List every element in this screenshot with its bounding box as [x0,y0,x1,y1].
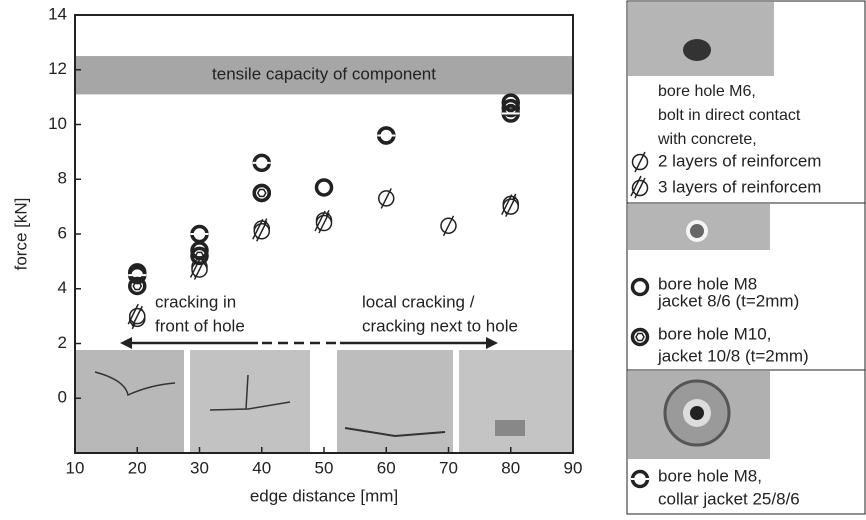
y-tick-label: 6 [58,223,67,242]
marker-slash [630,175,642,197]
marker [190,224,209,244]
y-axis-label: force [kN] [11,198,30,271]
x-tick-label: 60 [377,458,396,477]
legend-label: jacket 10/8 (t=2mm) [657,346,809,365]
arrow-head [120,337,132,349]
marker [377,126,396,145]
hole [683,39,711,61]
x-tick-label: 90 [564,458,583,477]
marker [630,469,650,489]
legend-text: bolt in direct contact [658,107,801,124]
marker-ring [501,93,520,112]
marker-slash [505,196,517,217]
x-tick-label: 20 [128,458,147,477]
y-tick-label: 4 [58,278,67,297]
marker-ring [190,246,209,266]
marker-slash [318,212,330,234]
crack-photo [190,350,310,452]
marker [630,327,650,347]
marker-slash [501,194,513,215]
marker-ring [630,277,650,297]
y-tick-label: 0 [58,388,67,407]
marker-hex [194,251,205,261]
x-tick-label: 80 [501,458,520,477]
arrows [120,337,498,349]
x-axis-label: edge distance [mm] [250,486,398,505]
annotation: front of hole [155,316,245,335]
photos [76,350,572,452]
annotation: cracking in [155,292,236,311]
x-tick-label: 30 [190,458,209,477]
marker [128,265,147,285]
y-tick-label: 12 [48,59,67,78]
capacity-band [75,56,573,95]
x-tick-label: 70 [439,458,458,477]
x-tick-label: 10 [66,458,85,477]
marker-ring [314,178,334,197]
y-tick-label: 8 [58,169,67,188]
y-tick-label: 2 [58,333,67,352]
marker [501,93,520,112]
marker [190,246,209,266]
legend-label: collar jacket 25/8/6 [658,489,800,508]
crack-photo [76,350,184,452]
x-tick-label: 40 [252,458,271,477]
marker-ring [501,98,520,118]
legend-text: bore hole M6, [658,83,756,100]
marker [252,153,271,173]
marker-hex [256,188,267,198]
marker [127,303,146,327]
legend-label: bore hole M10, [658,324,771,343]
marker-slash [442,215,455,237]
marker [314,178,334,197]
arrow-head [486,337,498,349]
marker-hex [635,332,645,342]
annotation: local cracking / [362,292,475,311]
band-label: tensile capacity of component [212,65,436,84]
marker-ring [630,327,650,347]
crack [344,427,446,438]
y-tick-label: 10 [48,114,67,133]
marker-ring [252,183,271,203]
photo [628,2,774,76]
marker-slash [634,177,646,199]
marker-slash [380,188,392,209]
marker [252,218,270,242]
hole [690,406,704,420]
marker-slash [189,257,202,278]
marker [252,183,271,203]
legend-panel: bore hole M6, bolt in direct contact wit… [626,0,866,515]
crack-photo [459,350,572,452]
marker [378,188,395,209]
legend-label: 2 layers of reinforcem [658,151,821,170]
marker-ring [128,276,147,296]
legend-label: bore hole M8, [658,466,762,485]
legend-label: jacket 8/6 (t=2mm) [657,291,799,310]
marker [314,210,333,234]
marker-slash [131,305,143,327]
marker-slash [256,220,268,242]
marker-slash [252,218,264,240]
marker [501,104,520,123]
legend-label: bore hole M8 [658,274,757,293]
marker-slash [127,303,139,325]
y-tick-label: 14 [48,4,67,23]
crack [209,374,291,411]
hole [690,224,704,238]
marker-slash [634,151,646,173]
x-tick-label: 50 [315,458,334,477]
marker [631,151,649,173]
marker [501,194,519,217]
legend-label: 3 layers of reinforcem [658,177,821,196]
marker [440,215,457,237]
annotation: cracking next to hole [362,316,518,335]
marker [630,277,650,297]
legend-text: with concrete, [657,131,757,148]
marker [630,175,649,199]
crack [94,371,176,397]
marker-slash [314,210,326,232]
spall [495,420,525,436]
